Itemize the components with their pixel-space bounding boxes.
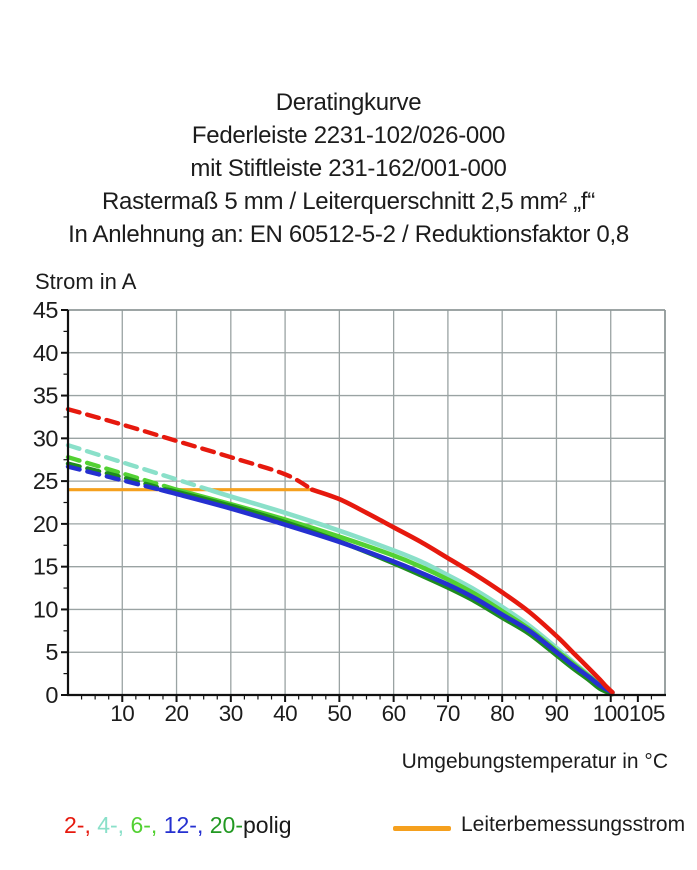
y-tick-label: 5: [45, 639, 58, 665]
legend-pole-label: 20-: [209, 812, 243, 838]
legend-pole-label: 4-,: [97, 812, 131, 838]
y-tick-label: 30: [33, 425, 59, 451]
title-line-5: In Anlehnung an: EN 60512-5-2 / Reduktio…: [68, 221, 629, 248]
y-axis-title: Strom in A: [35, 269, 137, 294]
x-tick-label: 10: [110, 701, 134, 726]
reference-line-swatch: [393, 826, 451, 831]
x-tick-label: 80: [490, 701, 514, 726]
legend-pole-label: 2-,: [64, 812, 98, 838]
y-tick-label: 10: [33, 596, 59, 622]
y-tick-label: 35: [33, 383, 59, 409]
y-tick-label: 25: [33, 468, 59, 494]
x-axis-title: Umgebungstemperatur in °C: [401, 750, 668, 773]
x-tick-label: 90: [544, 701, 568, 726]
curve-dashed-6-polig: [65, 455, 179, 492]
chart-title-block: Deratingkurve Federleiste 2231-102/026-0…: [0, 86, 697, 251]
y-tick-label: 15: [33, 554, 59, 580]
x-tick-label: 50: [327, 701, 351, 726]
title-line-1: Deratingkurve: [275, 89, 422, 116]
y-tick-label: 20: [33, 511, 59, 537]
y-tick-label: 45: [33, 297, 59, 323]
title-line-4: Rastermaß 5 mm / Leiterquerschnitt 2,5 m…: [102, 188, 595, 215]
x-tick-label: 70: [436, 701, 460, 726]
x-tick-label: 30: [219, 701, 243, 726]
x-tick-label: 105: [629, 701, 665, 726]
x-tick-label: 100: [593, 701, 629, 726]
curve-solid-12-polig: [158, 487, 615, 695]
curve-dashed-2-polig: [65, 407, 315, 492]
y-tick-label: 40: [33, 340, 59, 366]
title-line-3: mit Stiftleiste 231-162/001-000: [190, 155, 507, 182]
x-tick-label: 20: [165, 701, 189, 726]
curve-dashed-4-polig: [65, 443, 212, 492]
title-line-2: Federleiste 2231-102/026-000: [191, 122, 506, 149]
x-tick-label: 60: [382, 701, 406, 726]
reference-line-label: Leiterbemessungsstrom: [461, 813, 686, 836]
curve-dashed-12-polig: [65, 464, 163, 492]
curve-solid-20-polig: [163, 487, 615, 697]
curve-solid-2-polig: [309, 487, 615, 695]
curve-solid-6-polig: [174, 487, 615, 695]
legend-pole-label: 12-,: [163, 812, 210, 838]
legend-pole-label: 6-,: [130, 812, 164, 838]
poles-legend: 2-, 4-, 6-, 12-, 20-polig: [64, 812, 292, 839]
legend-pole-label: polig: [242, 812, 292, 838]
y-tick-label: 0: [45, 682, 58, 708]
x-tick-label: 40: [273, 701, 297, 726]
